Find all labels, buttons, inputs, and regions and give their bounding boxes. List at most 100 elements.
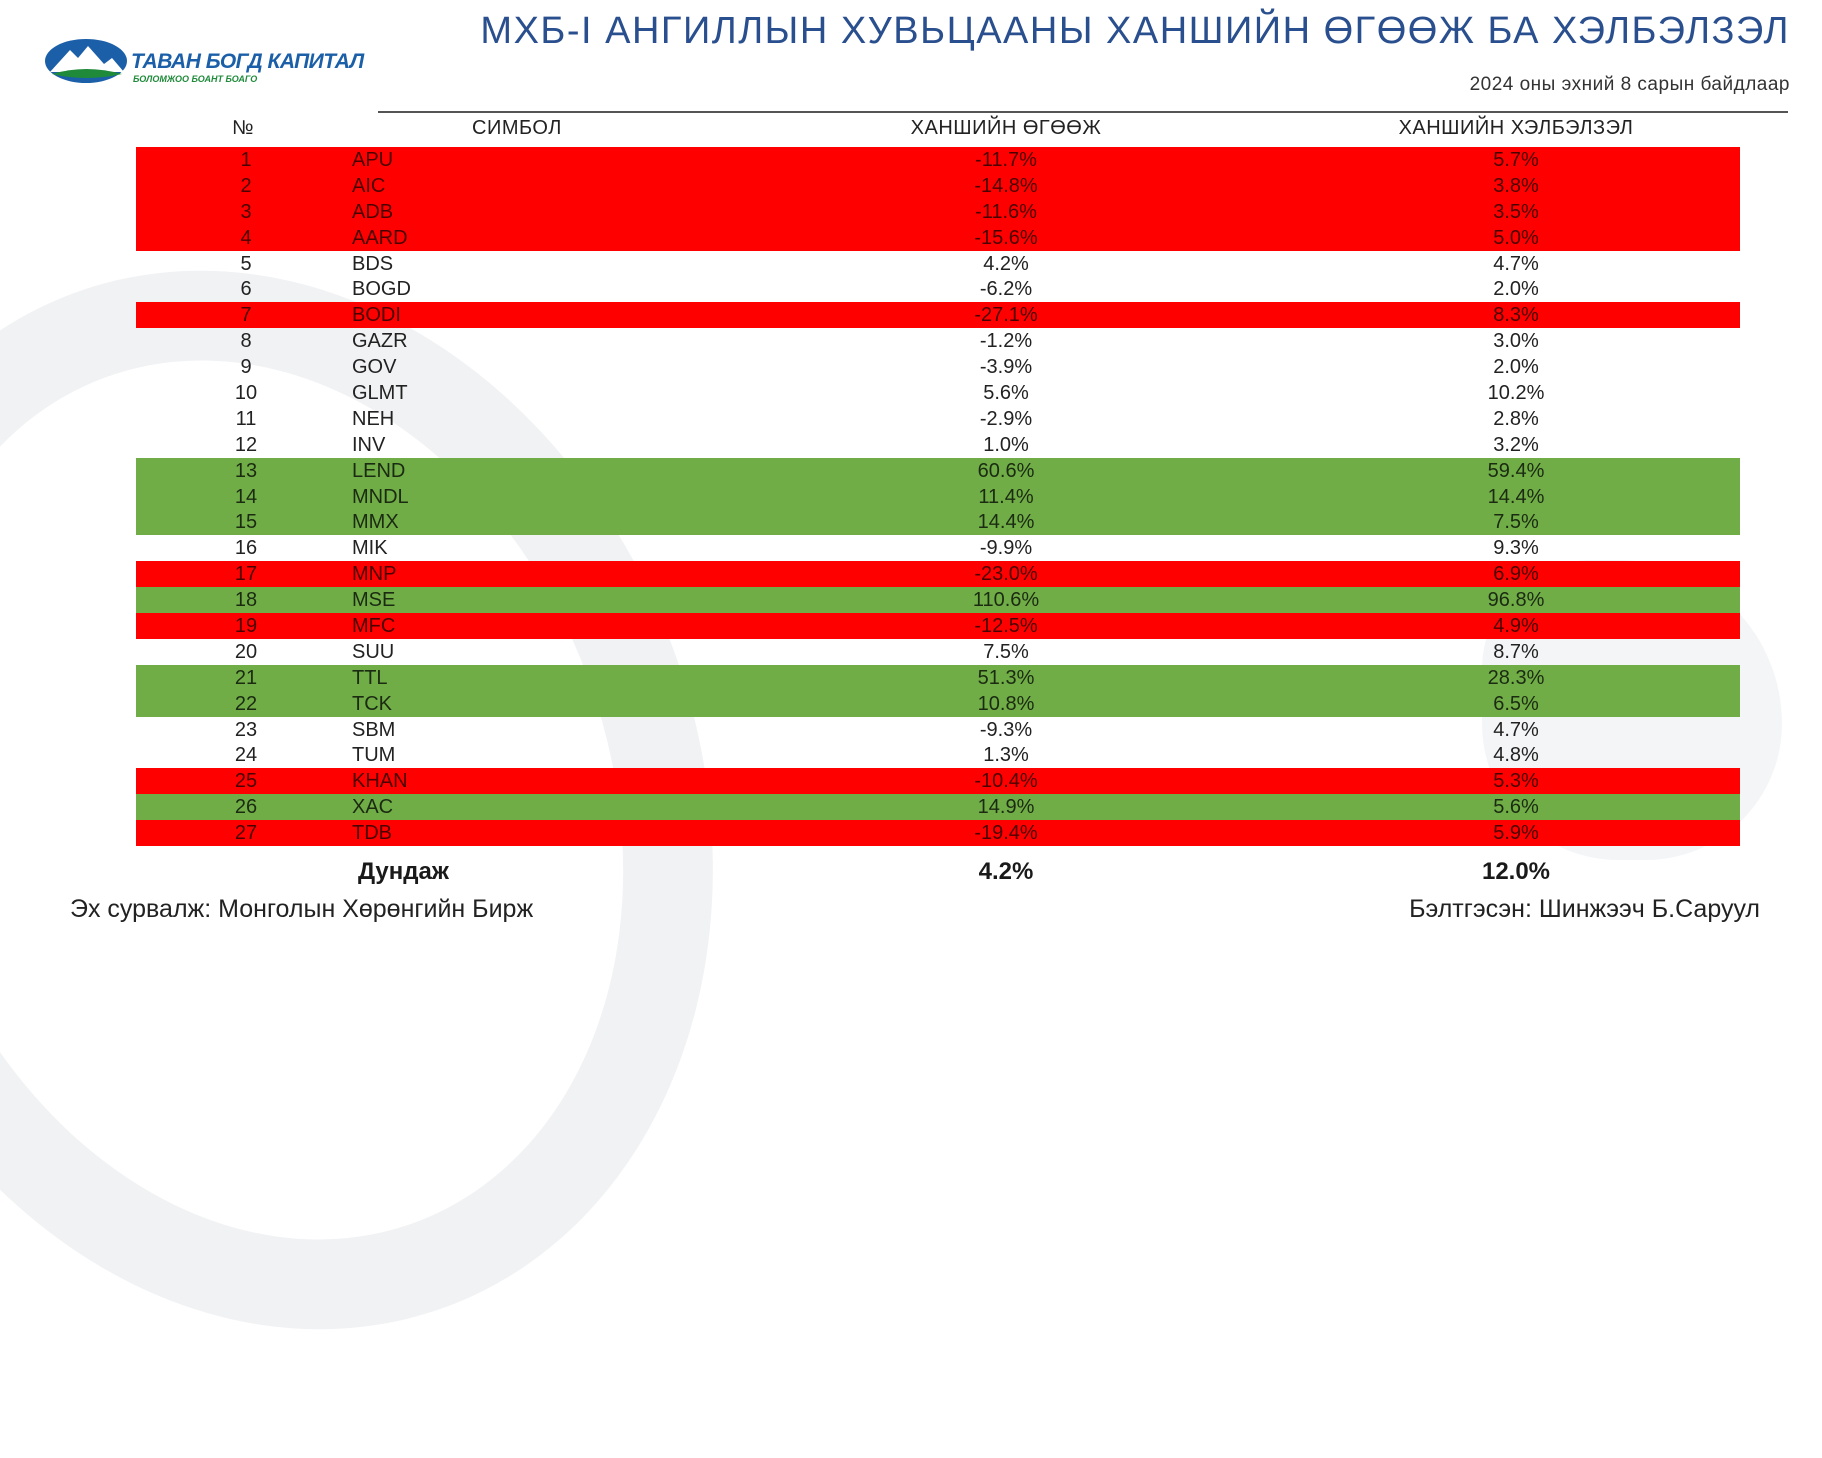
row-symbol: INV (352, 433, 386, 456)
row-volatility: 5.6% (1493, 796, 1539, 819)
row-return: 14.9% (977, 796, 1035, 819)
row-volatility: 6.5% (1493, 692, 1539, 715)
row-number: 25 (234, 770, 258, 793)
row-symbol: APU (352, 149, 394, 171)
table-row: 19 MFC -12.5% 4.9% (136, 613, 1740, 639)
page-title: МХБ-I АНГИЛЛЫН ХУВЬЦААНЫ ХАНШИЙН ӨГӨӨЖ Б… (480, 10, 1790, 52)
row-number: 27 (234, 822, 258, 845)
table-row: 1 APU -11.7% 5.7% (136, 147, 1740, 173)
row-volatility: 4.7% (1493, 718, 1539, 741)
row-symbol: MNP (352, 563, 397, 586)
row-symbol: MNDL (352, 485, 409, 508)
table-row: 9 GOV -3.9% 2.0% (136, 354, 1740, 380)
row-number: 2 (240, 174, 252, 197)
row-volatility: 4.8% (1493, 744, 1539, 767)
row-volatility: 5.7% (1493, 149, 1539, 171)
row-symbol: BOGD (352, 278, 411, 301)
row-return: 10.8% (977, 692, 1035, 715)
row-volatility: 10.2% (1487, 382, 1545, 405)
row-number: 6 (240, 278, 252, 301)
row-symbol: MSE (352, 589, 396, 612)
row-return: 110.6% (972, 589, 1040, 612)
row-symbol: ADB (352, 200, 394, 223)
table-row: 16 MIK -9.9% 9.3% (136, 535, 1740, 561)
table-row: 12 INV 1.0% 3.2% (136, 432, 1740, 458)
table-row: 14 MNDL 11.4% 14.4% (136, 483, 1740, 510)
row-number: 12 (234, 433, 258, 456)
row-volatility: 5.0% (1493, 226, 1539, 249)
row-volatility: 4.7% (1493, 252, 1539, 275)
row-volatility: 7.5% (1493, 511, 1539, 534)
row-number: 18 (234, 589, 258, 612)
table-row: 10 GLMT 5.6% 10.2% (136, 380, 1740, 406)
row-return: 5.6% (983, 382, 1029, 405)
row-number: 9 (240, 356, 252, 379)
row-symbol: MFC (352, 615, 396, 638)
row-number: 20 (234, 640, 258, 663)
row-volatility: 3.2% (1493, 433, 1539, 456)
average-label: Дундаж (358, 858, 449, 885)
row-number: 13 (234, 459, 258, 482)
row-number: 11 (235, 407, 257, 430)
row-symbol: NEH (352, 407, 395, 430)
table-header: № СИМБОЛ ХАНШИЙН ӨГӨӨЖ ХАНШИЙН ХЭЛБЭЛЗЭЛ (136, 117, 1740, 145)
row-volatility: 2.0% (1493, 278, 1539, 301)
row-number: 26 (234, 796, 258, 819)
row-symbol: MMX (352, 511, 399, 534)
average-return: 4.2% (978, 858, 1034, 885)
row-return: 14.4% (977, 511, 1035, 534)
table-row: 17 MNP -23.0% 6.9% (136, 561, 1740, 588)
row-return: -1.2% (979, 330, 1033, 353)
table-row: 23 SBM -9.3% 4.7% (136, 717, 1740, 743)
table-row: 5 BDS 4.2% 4.7% (136, 251, 1740, 277)
row-symbol: GAZR (352, 330, 408, 353)
row-return: 1.0% (983, 433, 1029, 456)
row-return: 11.4% (978, 485, 1034, 508)
row-return: -23.0% (974, 563, 1038, 586)
row-return: 4.2% (983, 252, 1029, 275)
row-symbol: TTL (352, 666, 388, 689)
source-note: Эх сурвалж: Монголын Хөрөнгийн Бирж (70, 895, 534, 923)
header-symbol: СИМБОЛ (472, 117, 562, 139)
row-symbol: BODI (352, 304, 401, 327)
row-volatility: 3.8% (1493, 174, 1539, 197)
row-return: -12.5% (974, 615, 1038, 638)
header-volatility: ХАНШИЙН ХЭЛБЭЛЗЭЛ (1398, 117, 1634, 139)
row-number: 23 (234, 718, 258, 741)
table-row: 15 MMX 14.4% 7.5% (136, 509, 1740, 536)
table-row: 7 BODI -27.1% 8.3% (136, 302, 1740, 329)
row-number: 5 (240, 252, 252, 275)
table-row: 27 TDB -19.4% 5.9% (136, 820, 1740, 847)
row-symbol: TDB (352, 822, 392, 845)
page-subtitle: 2024 оны эхний 8 сарын байдлаар (1469, 74, 1790, 95)
row-number: 7 (240, 304, 252, 327)
row-volatility: 4.9% (1493, 615, 1539, 638)
row-volatility: 5.9% (1493, 822, 1539, 845)
table-row: 13 LEND 60.6% 59.4% (136, 457, 1740, 484)
mountain-logo-icon (45, 39, 127, 83)
row-volatility: 96.8% (1487, 589, 1545, 612)
row-return: -9.3% (979, 718, 1033, 741)
table-row: 6 BOGD -6.2% 2.0% (136, 276, 1740, 302)
row-number: 16 (234, 537, 258, 560)
table-row: 22 TCK 10.8% 6.5% (136, 690, 1740, 717)
row-return: 7.5% (983, 640, 1029, 663)
table-row: 24 TUM 1.3% 4.8% (136, 742, 1740, 768)
row-return: -9.9% (979, 537, 1033, 560)
row-return: 1.3% (983, 744, 1029, 767)
row-number: 4 (240, 226, 252, 249)
average-row: Дундаж 4.2% 12.0% (136, 858, 1740, 892)
logo-brand-text: ТАВАН БОГД КАПИТАЛ (131, 50, 364, 73)
row-number: 3 (240, 200, 252, 223)
row-number: 19 (234, 615, 258, 638)
table-row: 4 AARD -15.6% 5.0% (136, 224, 1740, 251)
row-symbol: LEND (352, 459, 406, 482)
table-row: 11 NEH -2.9% 2.8% (136, 406, 1740, 432)
row-return: -3.9% (979, 356, 1033, 379)
row-symbol: AIC (352, 174, 386, 197)
row-number: 22 (234, 692, 258, 715)
row-number: 24 (234, 744, 258, 767)
table-row: 18 MSE 110.6% 96.8% (136, 587, 1740, 614)
average-volatility: 12.0% (1481, 858, 1551, 885)
row-return: -27.1% (974, 304, 1038, 327)
